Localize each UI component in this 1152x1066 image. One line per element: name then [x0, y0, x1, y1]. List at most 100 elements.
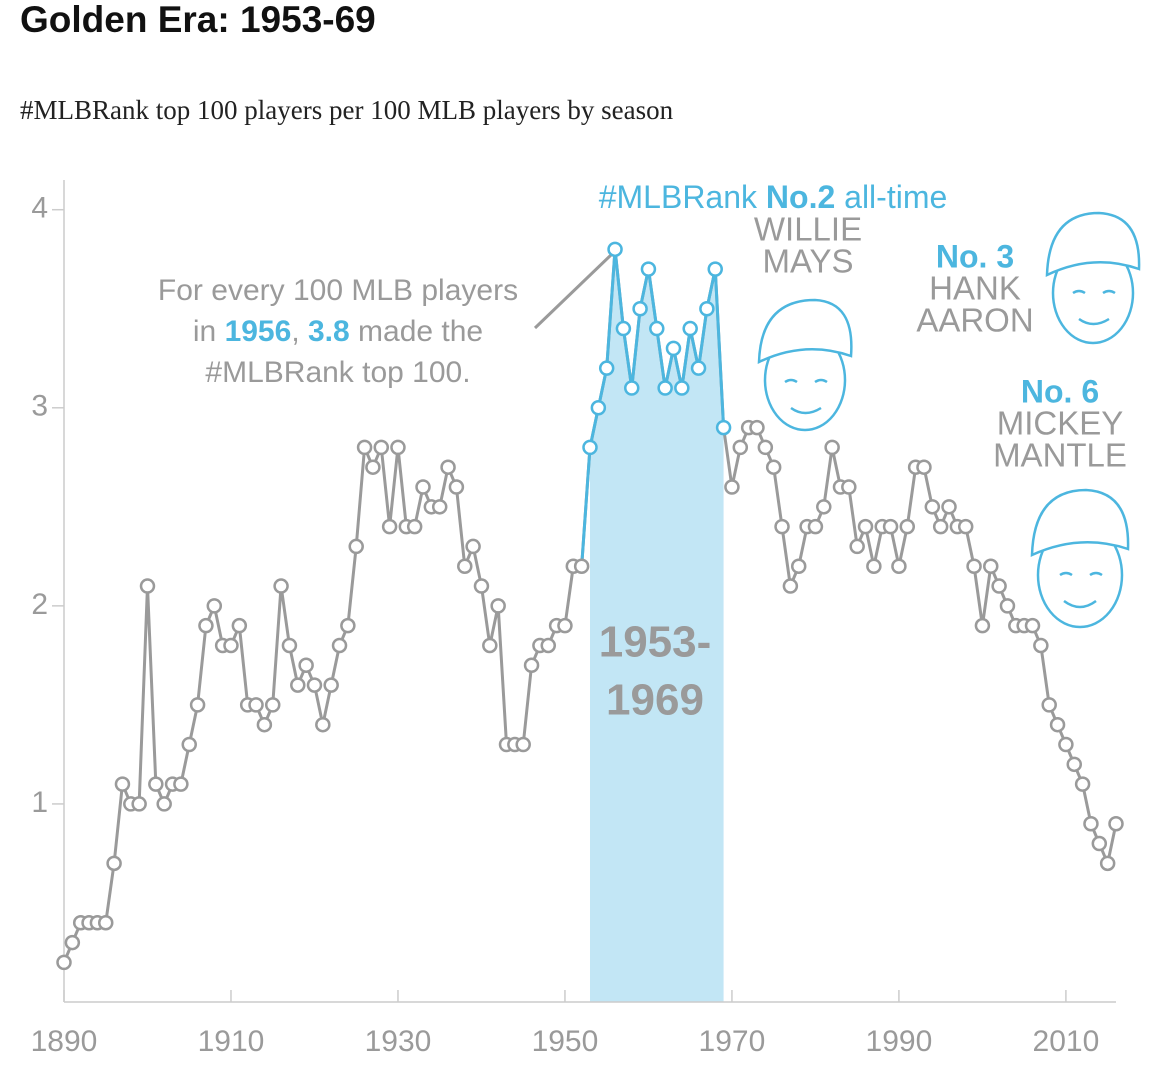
mantle-icon	[1030, 488, 1130, 629]
data-point	[782, 578, 799, 594]
data-point	[181, 736, 197, 753]
data-point	[348, 538, 364, 555]
data-point	[448, 479, 465, 495]
data-point	[882, 518, 899, 535]
player-name: HANK	[929, 270, 1021, 307]
data-point	[765, 459, 782, 475]
data-point	[323, 677, 339, 693]
data-point	[857, 518, 874, 535]
data-point	[148, 776, 164, 792]
x-tick-label: 1950	[532, 1025, 599, 1058]
data-point	[699, 300, 715, 317]
player-name: MANTLE	[993, 437, 1127, 474]
x-tick-label: 1970	[699, 1025, 766, 1058]
data-point	[1049, 716, 1066, 733]
highlight-label: 1969	[606, 676, 704, 725]
data-point	[941, 499, 957, 515]
data-point	[315, 716, 331, 733]
data-point	[139, 578, 156, 594]
player-rank: No. 6	[1021, 373, 1099, 409]
data-point	[623, 380, 640, 396]
data-point	[649, 320, 665, 337]
data-point	[490, 598, 506, 614]
data-point	[690, 360, 707, 376]
data-point	[156, 796, 172, 812]
annotation-line-part: 1956	[225, 315, 292, 348]
rank-header-part: all-time	[835, 179, 947, 215]
data-point	[732, 439, 749, 456]
data-point	[557, 617, 573, 634]
data-point	[632, 300, 648, 317]
y-tick-label: 1	[31, 786, 48, 819]
data-point	[1074, 776, 1091, 792]
data-point	[707, 261, 723, 277]
chart-subtitle: #MLBRank top 100 players per 100 MLB pla…	[20, 95, 674, 125]
y-tick-label: 3	[31, 390, 48, 423]
data-point	[1083, 815, 1099, 832]
annotation-line-part: in	[193, 315, 225, 348]
data-point	[415, 479, 431, 495]
annotation-line: #MLBRank top 100.	[205, 356, 470, 389]
y-tick-label: 4	[31, 192, 48, 225]
data-point	[298, 657, 314, 674]
data-point	[640, 261, 657, 277]
data-point	[523, 657, 540, 674]
data-point	[114, 776, 131, 792]
data-point	[665, 340, 682, 357]
data-point	[465, 538, 481, 555]
player-rank: No. 3	[936, 238, 1014, 274]
data-point	[390, 439, 406, 456]
data-point	[1058, 736, 1074, 753]
data-point	[273, 578, 289, 594]
player-name: AARON	[916, 302, 1033, 339]
mays-icon	[757, 298, 853, 432]
data-point	[473, 578, 490, 594]
annotation-line-part: 3.8	[308, 315, 350, 348]
data-point	[724, 479, 740, 495]
highlight-label: 1953-	[599, 618, 712, 667]
data-point	[582, 439, 598, 456]
x-tick-label: 2010	[1033, 1025, 1100, 1058]
data-point	[1024, 617, 1041, 634]
data-point	[256, 716, 273, 733]
data-point	[306, 677, 323, 693]
data-point	[991, 578, 1007, 594]
data-point	[515, 736, 531, 753]
highlight-area	[590, 249, 724, 1002]
data-point	[899, 518, 916, 535]
annotation-line-part: made the	[350, 315, 483, 348]
data-point	[816, 499, 832, 515]
data-point	[849, 538, 865, 555]
data-point	[615, 320, 632, 337]
data-point	[281, 637, 298, 654]
data-point	[131, 796, 147, 812]
data-point	[590, 400, 607, 416]
data-point	[924, 499, 941, 515]
data-point	[774, 518, 790, 535]
data-point	[173, 776, 189, 792]
data-point	[807, 518, 824, 535]
rank-header: #MLBRank No.2 all-time	[599, 179, 948, 215]
data-point	[365, 459, 381, 475]
data-point	[1033, 637, 1049, 654]
data-point	[406, 518, 423, 535]
rank-header-part: No.2	[766, 179, 835, 215]
data-point	[790, 558, 807, 574]
data-point	[457, 558, 473, 574]
data-point	[248, 697, 264, 713]
data-point	[674, 380, 690, 396]
data-point	[983, 558, 999, 574]
data-point	[966, 558, 982, 574]
data-point	[682, 320, 698, 337]
data-point	[573, 558, 590, 574]
data-point	[331, 637, 348, 654]
data-point	[916, 459, 932, 475]
player-name: WILLIE	[754, 211, 862, 248]
x-tick-label: 1930	[365, 1025, 432, 1058]
data-point	[97, 915, 114, 931]
x-tick-label: 1990	[866, 1025, 933, 1058]
data-point	[598, 360, 615, 376]
data-point	[999, 598, 1016, 614]
annotation-line-part: #MLBRank top 100.	[205, 356, 470, 389]
